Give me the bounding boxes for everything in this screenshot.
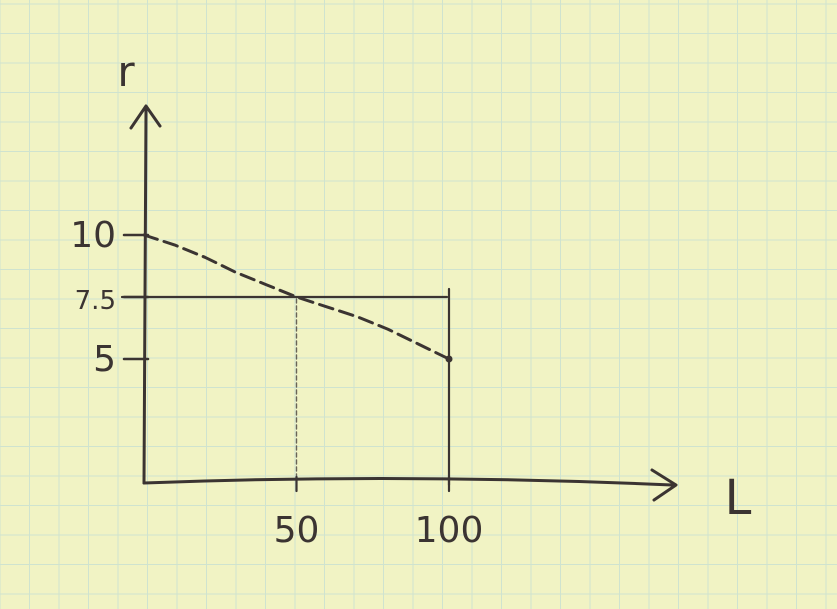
y-axis-label: r: [117, 47, 135, 96]
x-axis-line: [142, 476, 674, 487]
x-axis-arrowhead: [650, 468, 678, 502]
series-layer: [142, 233, 453, 363]
y-axis-arrowhead: [129, 104, 162, 130]
x-tick-label: 100: [415, 510, 484, 551]
y-tick-label: 5: [93, 339, 116, 380]
axes: [129, 104, 678, 502]
reference-lines: [120, 287, 451, 487]
y-tick-label: 10: [70, 215, 116, 256]
tick-layer: 10 7.5 5 50 100: [70, 215, 483, 551]
y-tick-label: 7.5: [75, 286, 116, 316]
x-tick-label: 50: [274, 510, 320, 551]
endpoint-dot: [445, 355, 453, 363]
series-line: [142, 233, 451, 361]
x-axis-label: L: [725, 470, 752, 526]
